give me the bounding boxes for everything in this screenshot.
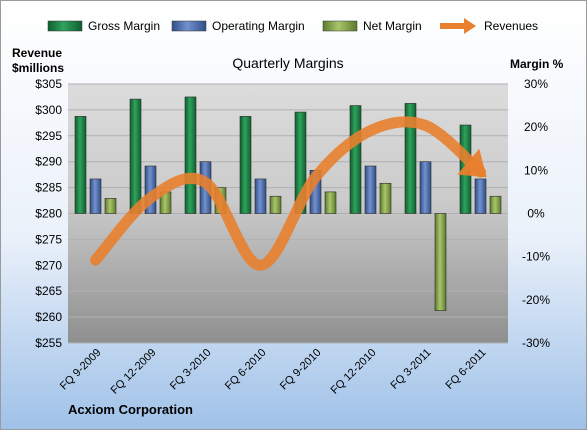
left-axis-label-line1: Revenue <box>12 46 62 60</box>
left-tick-label: $280 <box>35 207 62 221</box>
left-tick-label: $305 <box>35 77 62 91</box>
operating-margin-bar <box>254 178 267 214</box>
right-tick-label: -20% <box>522 293 550 307</box>
legend-label-operating-margin: Operating Margin <box>212 19 305 33</box>
gross-margin-bar <box>349 105 362 214</box>
left-tick-label: $300 <box>35 103 62 117</box>
legend-label-gross-margin: Gross Margin <box>88 19 160 33</box>
left-tick-label: $275 <box>35 232 62 246</box>
operating-margin-bar <box>364 165 377 214</box>
left-tick-label: $295 <box>35 129 62 143</box>
net-margin-bar <box>324 191 337 214</box>
legend-label-net-margin: Net Margin <box>363 19 422 33</box>
gross-margin-bar <box>239 116 252 214</box>
right-tick-label: -30% <box>522 336 550 350</box>
legend-label-revenues: Revenues <box>484 19 538 33</box>
operating-margin-bar <box>474 178 487 214</box>
net-margin-bar <box>379 182 392 214</box>
operating-margin-bar <box>89 178 102 214</box>
left-tick-label: $290 <box>35 155 62 169</box>
right-tick-label: 20% <box>524 120 548 134</box>
net-margin-bar <box>489 195 502 214</box>
chart-title: Quarterly Margins <box>232 55 343 71</box>
legend-swatch-net-margin <box>322 20 358 32</box>
gross-margin-bar <box>184 96 197 214</box>
gross-margin-bar <box>129 98 142 214</box>
legend-swatch-gross-margin <box>47 20 83 32</box>
operating-margin-bar <box>419 161 432 214</box>
revenues-arrowhead <box>457 148 487 178</box>
right-tick-label: 30% <box>524 77 548 91</box>
net-margin-bar <box>434 213 447 311</box>
company-name: Acxiom Corporation <box>68 402 193 417</box>
gross-margin-bar <box>74 116 87 214</box>
left-tick-label: $265 <box>35 284 62 298</box>
net-margin-bar <box>104 198 117 214</box>
left-tick-label: $260 <box>35 310 62 324</box>
net-margin-bar <box>269 195 282 214</box>
right-axis-label: Margin % <box>510 57 564 71</box>
revenues-line <box>90 116 486 271</box>
right-tick-label: 10% <box>524 163 548 177</box>
right-tick-label: -10% <box>522 250 550 264</box>
right-tick-label: 0% <box>527 207 545 221</box>
gross-margin-bar <box>404 103 417 214</box>
legend-swatch-operating-margin <box>171 20 207 32</box>
left-axis-label-line2: $millions <box>12 61 64 75</box>
left-tick-label: $285 <box>35 181 62 195</box>
left-tick-label: $255 <box>35 336 62 350</box>
left-tick-label: $270 <box>35 258 62 272</box>
legend-arrow-icon <box>464 18 476 34</box>
